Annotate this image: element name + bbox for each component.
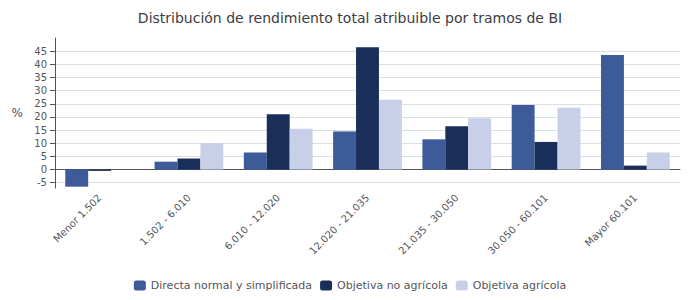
svg-text:45: 45 <box>34 46 47 57</box>
svg-text:12.020 - 21.035: 12.020 - 21.035 <box>307 192 371 256</box>
svg-text:Mayor 60.101: Mayor 60.101 <box>583 192 640 249</box>
svg-text:5: 5 <box>41 151 47 162</box>
svg-text:21.035 - 30.050: 21.035 - 30.050 <box>396 192 460 256</box>
svg-text:Objetiva no agrícola: Objetiva no agrícola <box>337 279 448 292</box>
svg-text:%: % <box>12 106 23 120</box>
svg-text:10: 10 <box>34 138 47 149</box>
svg-text:30.050 - 60.101: 30.050 - 60.101 <box>486 192 550 256</box>
svg-text:Menor 1.502: Menor 1.502 <box>51 192 103 244</box>
svg-text:Distribución de rendimiento to: Distribución de rendimiento total atribu… <box>138 10 562 26</box>
svg-text:0: 0 <box>41 164 47 175</box>
svg-text:30: 30 <box>34 85 47 96</box>
svg-text:1.502 - 6.010: 1.502 - 6.010 <box>138 192 193 247</box>
svg-text:Directa normal y simplificada: Directa normal y simplificada <box>151 279 312 292</box>
svg-text:20: 20 <box>34 111 47 122</box>
svg-text:15: 15 <box>34 125 47 136</box>
svg-text:35: 35 <box>34 72 47 83</box>
svg-text:-5: -5 <box>37 177 47 188</box>
svg-text:40: 40 <box>34 59 47 70</box>
svg-text:25: 25 <box>34 98 47 109</box>
svg-text:Objetiva agrícola: Objetiva agrícola <box>473 279 566 292</box>
svg-text:6.010 - 12.020: 6.010 - 12.020 <box>222 192 282 252</box>
